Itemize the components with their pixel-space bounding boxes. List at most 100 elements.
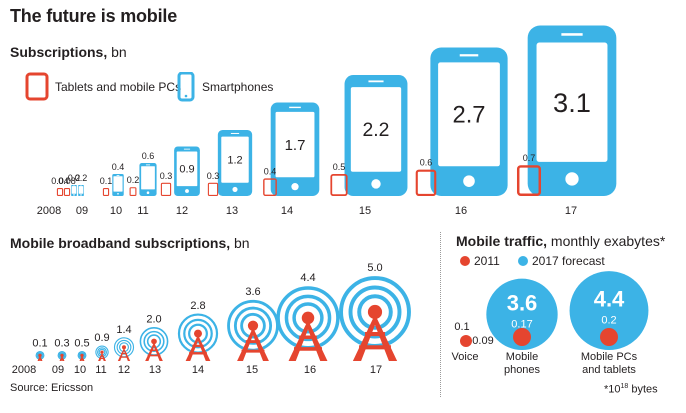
traffic-2017-bubble [569,271,649,350]
tablet-bar [330,174,348,197]
traffic-2011-bubble [460,335,472,347]
broadband-value-label: 2.0 [146,314,161,326]
traffic-unit: monthly exabytes* [547,233,666,249]
traffic-heading-text: Mobile traffic, [456,233,548,249]
traffic-2011-value-label: 0.17 [511,318,532,330]
year-tick-label: 11 [95,364,106,376]
smartphone-value-label: 0.4 [112,162,125,172]
tablet-value-label: 0.2 [127,175,140,185]
tablet-value-label: 0.08 [58,176,76,186]
smartphone-speaker [459,54,479,57]
smartphone-speaker [183,148,191,150]
smartphone-value-label: 0.6 [142,151,155,161]
broadband-tower [77,350,87,361]
tower-antenna [194,329,202,338]
year-tick-label: 13 [149,364,161,376]
broadband-value-label: 5.0 [367,262,382,274]
year-tick-label: 14 [281,205,293,217]
smartphone-value-label: 2.2 [363,119,390,141]
tower-body [185,334,211,361]
subscriptions-unit: bn [107,44,127,60]
smartphone-screen [221,136,249,183]
tower-antenna [60,353,64,358]
traffic-category-label: and tablets [582,364,636,376]
broadband-heading-text: Mobile broadband subscriptions, [10,235,231,251]
signal-arc [240,312,266,339]
tablet-legend-icon [25,72,49,101]
tablet-bar [516,165,542,197]
year-tick-label: 16 [455,205,467,217]
traffic-category-label: Mobile [506,351,538,363]
broadband-value-label: 2.8 [190,300,205,312]
tower-antenna [151,338,157,345]
signal-arc [183,318,213,349]
broadband-tower [35,350,45,361]
broadband-value-label: 0.3 [54,338,69,350]
traffic-heading: Mobile traffic, monthly exabytes* [456,233,665,249]
broadband-value-label: 1.4 [116,324,131,336]
tablet-value-label: 0.04 [51,176,69,186]
traffic-2011-bubble [600,328,618,346]
subscriptions-heading-text: Subscriptions, [10,44,108,60]
smartphone-speaker [145,164,151,166]
traffic-category-label: Mobile PCs [581,351,638,363]
signal-arc [116,339,132,355]
tablet-bar [102,188,110,197]
smartphone-speaker [116,174,120,176]
smartphone-screen [350,87,402,172]
tablet-legend-label: Tablets and mobile PCs [55,80,182,94]
smartphone-value-label: 0.2 [68,173,81,183]
broadband-value-label: 0.1 [32,338,47,350]
tablet-bar [160,182,172,197]
smartphone-value-label: 1.7 [285,137,306,154]
source-note: Source: Ericsson [10,382,94,394]
tower-antenna [80,353,84,358]
smartphone-speaker [368,80,384,83]
broadband-heading: Mobile broadband subscriptions, bn [10,235,250,251]
traffic-2011-bubble [513,328,531,346]
broadband-tower [57,350,67,361]
signal-arc [292,302,324,334]
traffic-2011-value-label: 0.09 [472,335,493,347]
signal-arc [233,306,273,345]
year-tick-label: 10 [110,205,122,217]
tower-body [288,319,328,361]
signal-arc [348,285,402,339]
smartphone-speaker [73,185,75,187]
subscriptions-chart: 0.20.0420080.20.08090.40.1100.60.2110.90… [37,25,617,217]
broadband-value-label: 0.9 [94,332,109,344]
smartphone-screen [141,166,155,190]
traffic-2017-value-label: 0.1 [454,321,469,333]
tablet-value-label: 0.4 [264,166,277,176]
tablet-bar [415,169,437,197]
broadband-tower [177,313,219,361]
year-tick-label: 11 [137,205,148,217]
section-divider [440,232,441,397]
tablet-bar [56,188,64,197]
traffic-2017-value-label: 4.4 [594,287,625,312]
tablet-value-label: 0.3 [207,171,220,181]
year-tick-label: 2008 [12,364,36,376]
broadband-tower [113,337,135,361]
signal-arc [143,330,165,352]
year-tick-label: 17 [370,364,382,376]
legend-2011-label: 2011 [474,254,500,268]
year-tick-label: 10 [74,364,86,376]
tower-body [352,314,398,361]
signal-arc [119,342,129,353]
footnote-exponent: 18 [620,383,629,390]
year-tick-label: 17 [565,205,577,217]
smartphone-legend-label: Smartphones [202,80,274,94]
signal-arc [357,294,393,330]
smartphone-speaker [289,106,301,109]
signal-arc [188,323,208,344]
smartphone-screen [536,42,608,162]
tablet-bar [63,188,71,197]
smartphone-speaker [230,132,240,134]
year-tick-label: 13 [226,205,238,217]
smartphone-value-label: 1.2 [227,155,242,167]
year-tick-label: 15 [359,205,371,217]
smartphone-screen [78,186,84,194]
smartphone-home-button [73,194,75,196]
